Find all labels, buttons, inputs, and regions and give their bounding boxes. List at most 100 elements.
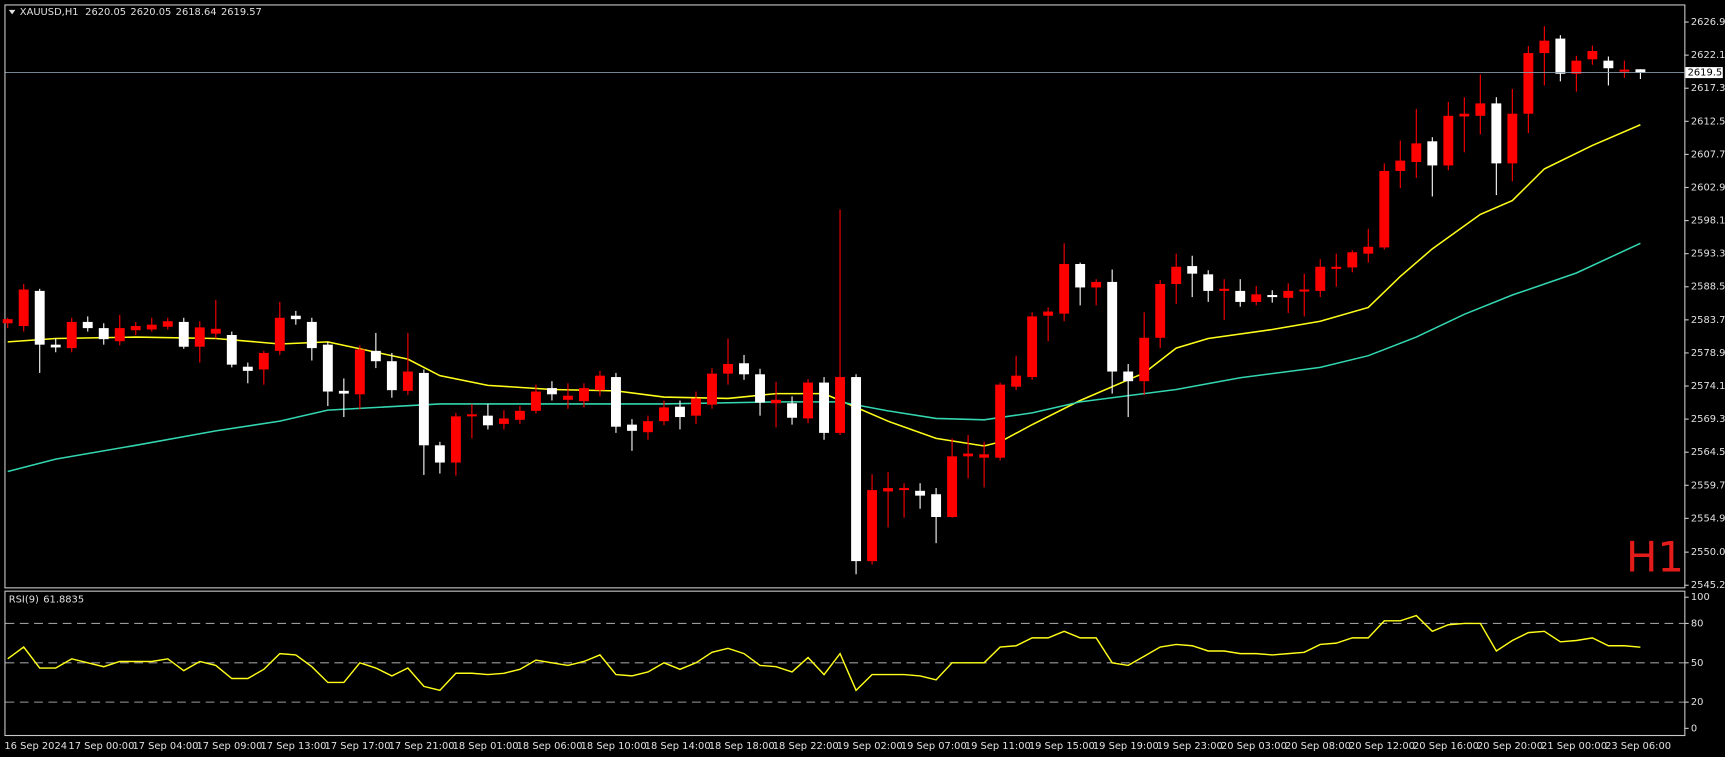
candle-body <box>354 349 365 395</box>
candle-body <box>1123 371 1134 382</box>
rsi-header: RSI(9) 61.8835 <box>9 594 84 605</box>
candle-body <box>130 326 141 331</box>
candle-body <box>931 494 942 517</box>
candle-body <box>835 377 846 433</box>
x-tick-label: 20 Sep 16:00 <box>1413 741 1479 752</box>
candle-body <box>258 352 269 370</box>
candle-body <box>1427 141 1438 166</box>
candle-body <box>210 328 221 334</box>
candle-body <box>98 328 109 340</box>
x-tick-label: 19 Sep 02:00 <box>837 741 903 752</box>
x-tick-label: 19 Sep 15:00 <box>1029 741 1095 752</box>
candle-body <box>1139 337 1150 382</box>
candle-body <box>851 377 862 562</box>
candle-body <box>1555 38 1566 74</box>
candle-body <box>1379 170 1390 248</box>
x-tick-label: 19 Sep 11:00 <box>965 741 1031 752</box>
x-tick-label: 17 Sep 21:00 <box>389 741 455 752</box>
candle-body <box>1619 69 1630 72</box>
candle-body <box>1523 53 1534 114</box>
candle-body <box>1235 290 1246 302</box>
candle-body <box>1171 266 1182 285</box>
candle-body <box>434 445 445 463</box>
x-tick-label: 18 Sep 10:00 <box>581 741 647 752</box>
candle-body <box>1059 264 1070 314</box>
x-tick-label: 18 Sep 06:00 <box>517 741 583 752</box>
candle-body <box>1155 284 1166 338</box>
x-tick-label: 19 Sep 23:00 <box>1157 741 1223 752</box>
symbol-menu-icon <box>8 9 16 15</box>
candle-body <box>34 290 45 345</box>
x-tick-label: 18 Sep 22:00 <box>773 741 839 752</box>
candle-body <box>1395 160 1406 171</box>
candle-body <box>787 403 797 418</box>
current-price-label: 2619.57 <box>1688 68 1725 79</box>
candle-body <box>562 395 573 400</box>
candle-body <box>1091 281 1102 288</box>
y-tick-label: 2622.10 <box>1691 50 1725 61</box>
candle-body <box>995 384 1006 458</box>
candle-body <box>226 335 237 365</box>
candle-body <box>290 315 301 320</box>
candle-body <box>482 415 493 426</box>
candle-body <box>1187 266 1198 274</box>
symbol: XAUUSD,H1 <box>20 7 79 18</box>
x-tick-label: 23 Sep 06:00 <box>1605 741 1671 752</box>
candle-body <box>1491 103 1502 164</box>
rsi-y-tick-label: 80 <box>1691 618 1704 629</box>
y-tick-label: 2545.20 <box>1691 580 1725 591</box>
y-tick-label: 2626.90 <box>1691 17 1725 28</box>
x-tick-label: 18 Sep 18:00 <box>709 741 775 752</box>
y-tick-label: 2550.00 <box>1691 547 1725 558</box>
candle-body <box>1459 113 1470 117</box>
candle-body <box>306 321 317 349</box>
main-panel-frame <box>4 4 1686 589</box>
rsi-line <box>7 614 1641 692</box>
candle-body <box>755 374 765 403</box>
candle-body <box>947 456 958 517</box>
candle-body <box>322 344 333 392</box>
rsi-y-tick-label: 100 <box>1691 592 1710 603</box>
candle-body <box>82 321 93 329</box>
candle-body <box>1283 290 1294 298</box>
candle-body <box>1251 294 1262 302</box>
x-tick-label: 20 Sep 03:00 <box>1221 741 1287 752</box>
candle-body <box>723 363 733 374</box>
x-tick-label: 20 Sep 20:00 <box>1477 741 1543 752</box>
candle-body <box>514 410 525 420</box>
candle-body <box>643 421 653 433</box>
x-tick-label: 17 Sep 17:00 <box>325 741 391 752</box>
x-tick-label: 21 Sep 00:00 <box>1541 741 1607 752</box>
rsi-y-tick-label: 20 <box>1691 697 1704 708</box>
plot-layer: 2626.90 2622.10 2617.30 2612.50 2607.70 2602.… <box>2 17 1725 752</box>
candle-body <box>450 416 461 463</box>
candle-body <box>1331 266 1342 269</box>
candle-body <box>1203 274 1214 291</box>
candle-body <box>66 321 77 349</box>
candle-body <box>178 321 189 347</box>
y-tick-label: 2607.70 <box>1691 149 1725 160</box>
candle-body <box>1539 40 1550 54</box>
candle-body <box>739 363 749 375</box>
x-tick-label: 20 Sep 08:00 <box>1285 741 1351 752</box>
candle-body <box>595 375 605 391</box>
y-tick-label: 2564.50 <box>1691 447 1725 458</box>
rsi-title: RSI(9) <box>9 594 39 605</box>
timeframe-watermark: H1 <box>1626 532 1684 581</box>
candle-body <box>1315 266 1326 291</box>
candle-body <box>402 371 413 391</box>
candle-body <box>242 366 253 371</box>
candle-body <box>915 490 926 496</box>
candle-body <box>194 327 205 347</box>
y-tick-label: 2574.10 <box>1691 381 1725 392</box>
x-tick-label: 17 Sep 04:00 <box>132 741 198 752</box>
candle-body <box>867 490 878 562</box>
candle-body <box>114 328 125 342</box>
candle-body <box>530 391 541 411</box>
y-tick-label: 2602.90 <box>1691 182 1725 193</box>
candle-body <box>1443 115 1454 166</box>
candle-body <box>546 388 557 395</box>
y-tick-label: 2578.90 <box>1691 348 1725 359</box>
